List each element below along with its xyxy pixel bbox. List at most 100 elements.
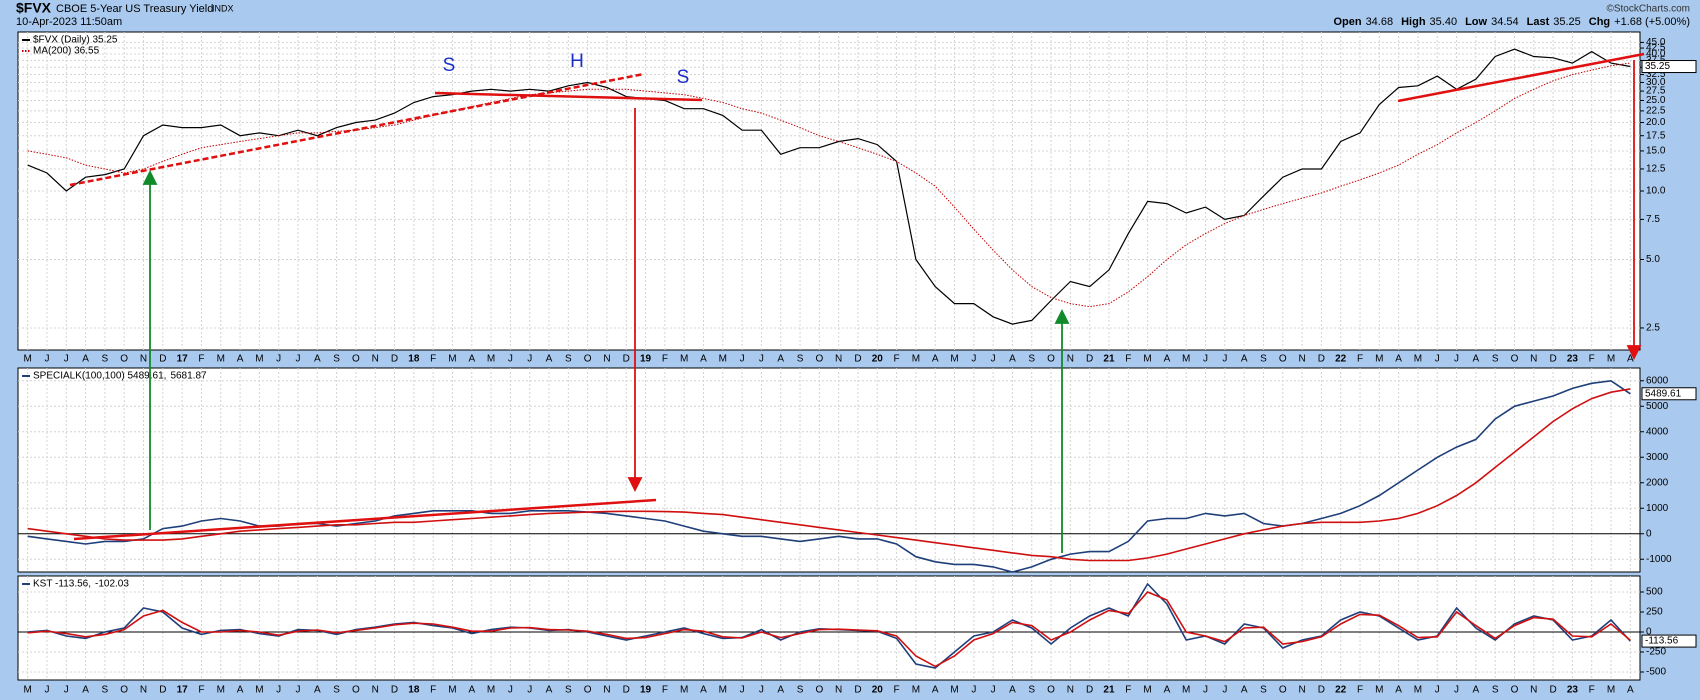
x-tick-label: S [1492,354,1499,365]
x-tick-label: D [159,354,166,365]
y-tick-label: 6000 [1646,375,1669,386]
legend-label: SPECIALK(100,100) 5489.61, [33,371,166,382]
x-tick-label: A [700,685,707,696]
series-line [27,388,1631,562]
x-tick-label: M [255,685,263,696]
x-tick-label: J [64,685,69,696]
x-tick-label: J [295,685,300,696]
x-tick-label: S [1260,354,1267,365]
x-tick-label: S [565,685,572,696]
x-tick-label: A [1627,354,1634,365]
x-tick-label: 22 [1335,685,1347,696]
legend-label: MA(200) 36.55 [33,46,100,57]
x-tick-label: O [1511,354,1519,365]
x-tick-label: M [217,685,225,696]
x-tick-label: 22 [1335,354,1347,365]
x-tick-label: M [719,354,727,365]
x-tick-label: O [1047,354,1055,365]
x-tick-label: S [1492,685,1499,696]
x-tick-label: A [1009,354,1016,365]
x-tick-label: 21 [1103,685,1115,696]
x-tick-label: D [623,354,630,365]
y-tick-label: 2.5 [1646,323,1660,334]
x-tick-label: F [198,685,204,696]
x-tick-label: A [1164,685,1171,696]
x-tick-label: F [1589,685,1595,696]
x-tick-label: J [1203,685,1208,696]
x-tick-label: 17 [177,685,189,696]
x-tick-label: A [314,354,321,365]
annotations: S H S [69,51,1645,553]
x-tick-label: 19 [640,354,652,365]
x-tick-label: A [82,354,89,365]
x-tick-label: F [894,354,900,365]
x-tick-label: S [1028,685,1035,696]
x-tick-label: A [777,354,784,365]
x-tick-label: D [159,685,166,696]
quote-value: +1.68 (+5.00%) [1614,16,1690,28]
x-tick-label: J [1435,685,1440,696]
y-tick-label: 22.5 [1646,106,1666,117]
x-tick-label: M [912,354,920,365]
neckline [434,91,703,102]
date: 10-Apr-2023 11:50am [16,16,122,28]
y-tick-label: 40.0 [1646,49,1666,60]
x-tick-label: M [1607,354,1615,365]
x-tick-label: A [82,685,89,696]
quote-value: 35.40 [1430,16,1458,28]
x-tick-label: M [217,354,225,365]
x-tick-label: M [950,354,958,365]
y-tick-label: 10.0 [1646,186,1666,197]
x-tick-label: F [198,354,204,365]
x-tick-label: S [797,354,804,365]
x-tick-label: A [237,685,244,696]
x-tick-label: N [1530,354,1537,365]
panel [17,367,1641,573]
annotation: S [677,67,690,88]
panel [17,31,1641,351]
x-tick-label: J [276,354,281,365]
x-tick-label: S [333,354,340,365]
x-tick-label: D [1086,354,1093,365]
y-tick-label: 1000 [1646,503,1669,514]
y-tick-label: 3000 [1646,452,1669,463]
x-tick-label: F [1589,354,1595,365]
x-tick-label: 23 [1567,685,1579,696]
quote-value: 34.54 [1491,16,1519,28]
x-tick-label: D [391,354,398,365]
y-tick-label: -250 [1646,647,1666,658]
x-tick-label: M [255,354,263,365]
x-tick-label: N [835,685,842,696]
x-tick-label: F [1125,685,1131,696]
x-tick-label: J [295,354,300,365]
x-tick-label: J [1222,354,1227,365]
x-tick-label: D [1549,685,1556,696]
x-tick-label: A [1627,685,1634,696]
x-tick-label: A [314,685,321,696]
x-tick-label: N [1298,354,1305,365]
y-tick-label: 0 [1646,627,1652,638]
x-tick-label: O [1279,354,1287,365]
x-tick-label: F [430,685,436,696]
x-tick-label: A [1241,354,1248,365]
y-tick-label: 500 [1646,587,1663,598]
x-tick-label: A [468,685,475,696]
x-tick-label: A [1473,354,1480,365]
quote-value: 34.68 [1366,16,1394,28]
x-tick-label: A [546,685,553,696]
x-tick-label: A [1241,685,1248,696]
x-tick-label: M [23,354,31,365]
y-tick-label: 2000 [1646,477,1669,488]
x-tick-label: 21 [1103,354,1115,365]
trendline [69,72,645,187]
y-tick-label: 5000 [1646,401,1669,412]
arrow [627,108,643,493]
x-tick-label: 19 [640,685,652,696]
x-tick-label: N [603,354,610,365]
x-tick-label: 17 [177,354,189,365]
x-tick-label: D [1318,685,1325,696]
y-tick-label: 30.0 [1646,77,1666,88]
x-tick-label: A [1473,685,1480,696]
x-tick-label: J [1454,354,1459,365]
legend-label: 5681.87 [170,371,207,382]
